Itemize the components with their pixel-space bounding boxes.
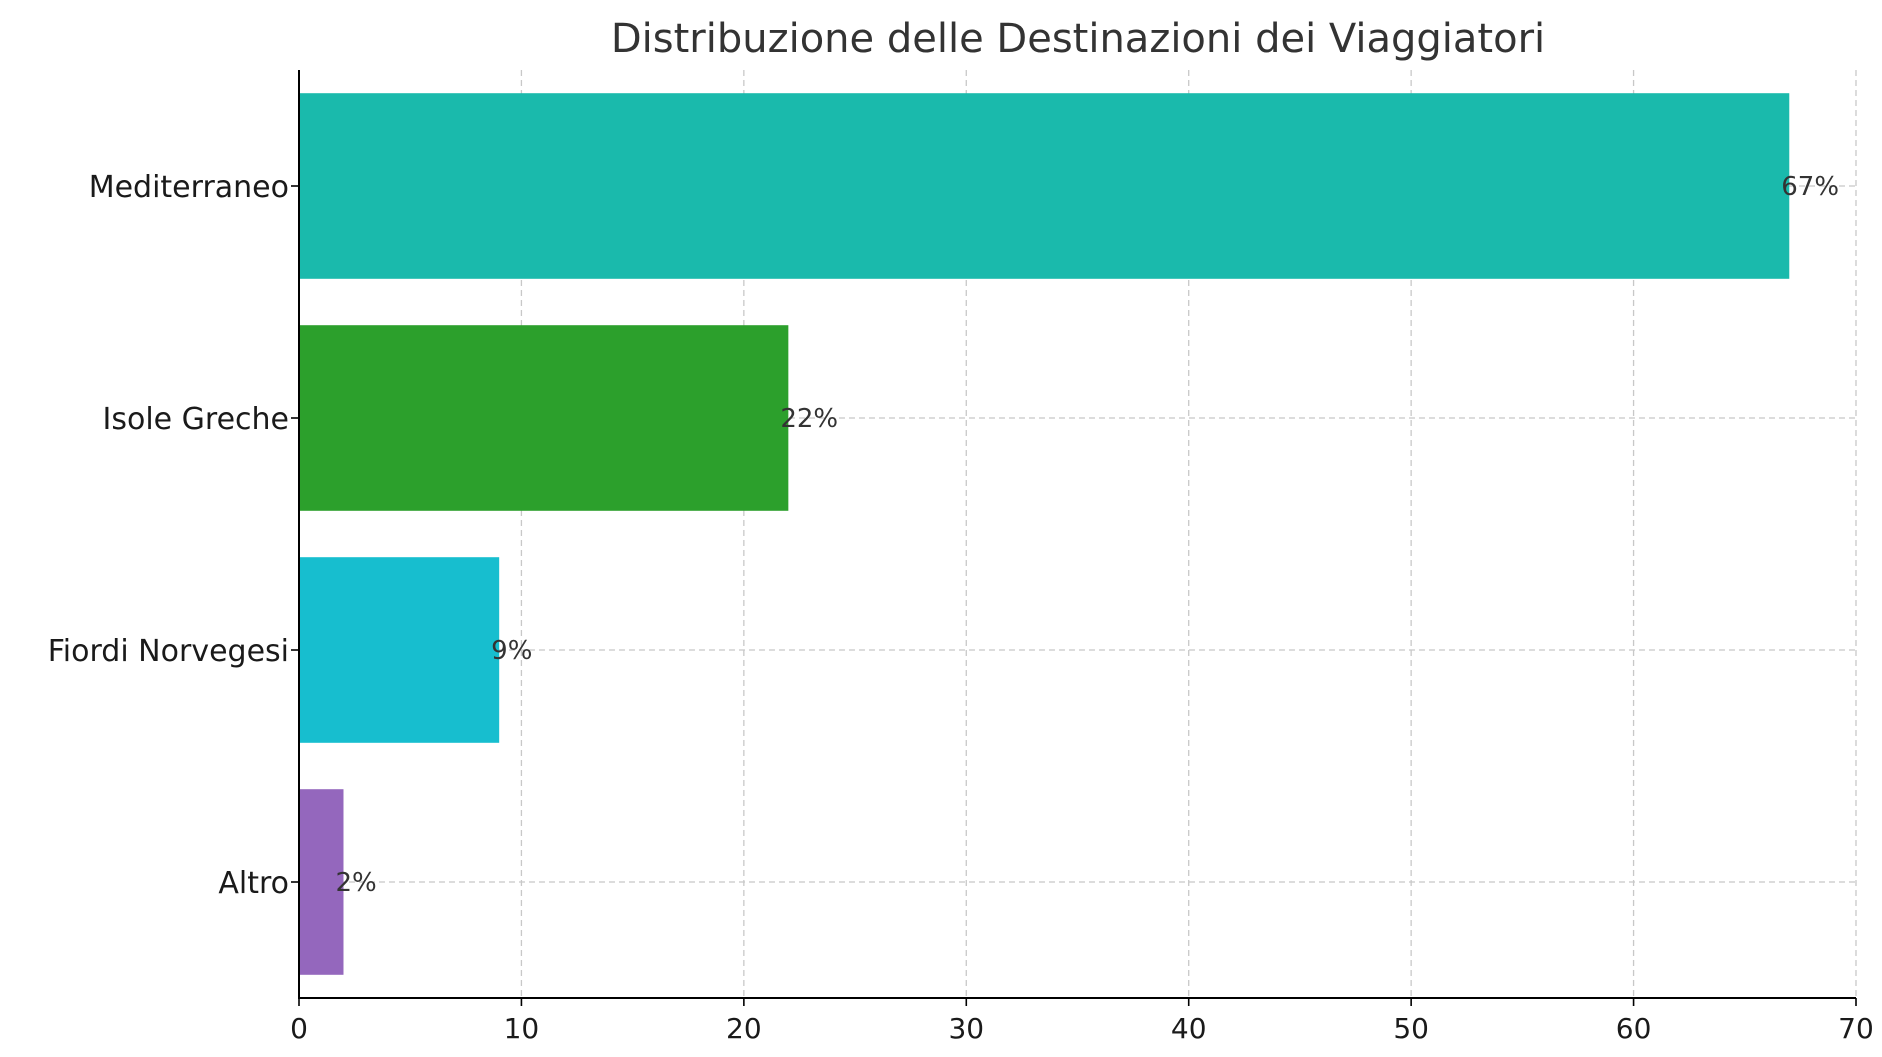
category-label: Altro	[218, 866, 289, 901]
data-label: 9%	[491, 636, 532, 666]
data-label: 67%	[1781, 172, 1839, 202]
x-tick-label: 70	[1838, 1012, 1874, 1045]
data-label: 2%	[335, 868, 376, 898]
data-label: 22%	[780, 404, 838, 434]
x-tick-label: 30	[948, 1012, 984, 1045]
bars	[299, 93, 1790, 975]
x-tick-label: 0	[290, 1012, 308, 1045]
chart-title: Distribuzione delle Destinazioni dei Via…	[611, 16, 1545, 62]
category-label: Mediterraneo	[89, 170, 289, 205]
labels: 0 10 20 30 40 50 60 70 Mediterraneo Isole Greche F…	[48, 170, 1874, 1045]
x-tick-label: 40	[1171, 1012, 1207, 1045]
x-tick-label: 20	[726, 1012, 762, 1045]
axes	[291, 70, 1857, 1006]
bar-isole-greche	[299, 325, 789, 511]
x-tick-label: 50	[1393, 1012, 1429, 1045]
bar-altro	[299, 789, 344, 975]
bar-fiordi-norvegesi	[299, 557, 500, 743]
x-tick-label: 60	[1616, 1012, 1652, 1045]
bar-mediterraneo	[299, 93, 1790, 279]
category-label: Isole Greche	[102, 402, 289, 437]
x-tick-label: 10	[504, 1012, 540, 1045]
category-label: Fiordi Norvegesi	[48, 634, 289, 669]
